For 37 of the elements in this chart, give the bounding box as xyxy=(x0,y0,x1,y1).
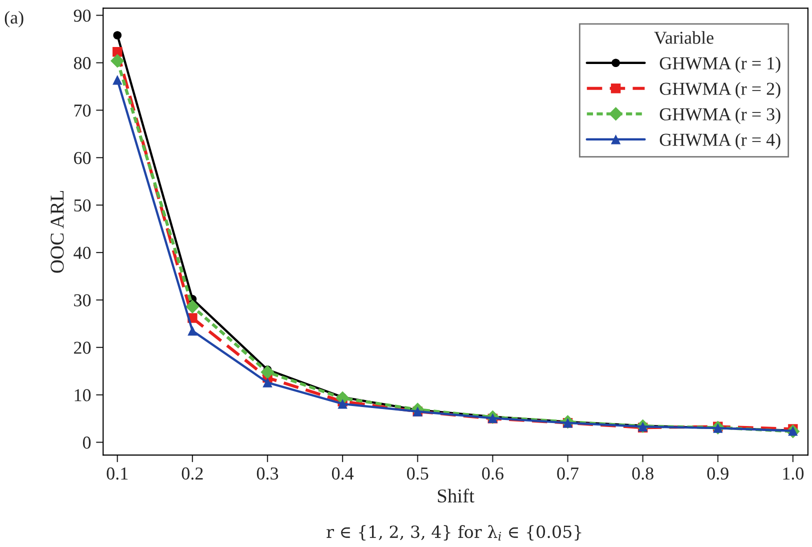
x-tick-label: 0.4 xyxy=(332,467,354,480)
point xyxy=(113,31,122,40)
legend-label: GHWMA (r = 4) xyxy=(660,133,780,150)
point xyxy=(188,326,198,336)
x-tick-label: 0.8 xyxy=(632,467,654,480)
y-tick-label: 20 xyxy=(74,342,91,354)
legend-label: GHWMA (r = 2) xyxy=(660,82,780,99)
point xyxy=(110,54,124,68)
x-tick-label: 0.6 xyxy=(482,467,504,480)
x-tick-label: 0.3 xyxy=(256,467,278,480)
legend-title: Variable xyxy=(654,31,714,44)
point xyxy=(260,365,274,379)
x-tick-label: 1.0 xyxy=(783,467,804,480)
legend-label: GHWMA (r = 3) xyxy=(660,108,780,124)
point xyxy=(262,378,272,388)
point xyxy=(112,74,122,85)
legend-label: GHWMA (r = 1) xyxy=(660,56,780,74)
y-axis-title: OOC ARL xyxy=(50,190,64,273)
text: r ∈ {1, 2, 3, 4} for λ$_{i}$ ∈ {0.05} xyxy=(326,525,582,541)
x-axis-title: Shift xyxy=(438,488,474,503)
y-tick-label: 50 xyxy=(74,199,91,212)
x-tick-label: 0.1 xyxy=(106,467,128,480)
y-tick-label: 40 xyxy=(74,246,91,259)
x-tick-label: 0.5 xyxy=(407,467,428,480)
y-tick-label: 70 xyxy=(74,104,91,117)
y-tick-label: 10 xyxy=(74,389,91,402)
y-tick-label: 80 xyxy=(74,57,91,70)
x-tick-label: 0.7 xyxy=(557,467,579,480)
y-tick-label: 60 xyxy=(74,152,91,164)
text: (a) xyxy=(4,10,24,28)
y-tick-label: 0 xyxy=(82,436,91,449)
point xyxy=(186,300,200,314)
y-tick-label: 90 xyxy=(74,10,91,22)
x-tick-label: 0.9 xyxy=(707,467,728,480)
point xyxy=(338,399,348,409)
x-tick-label: 0.2 xyxy=(182,467,203,480)
y-tick-label: 30 xyxy=(74,294,91,306)
